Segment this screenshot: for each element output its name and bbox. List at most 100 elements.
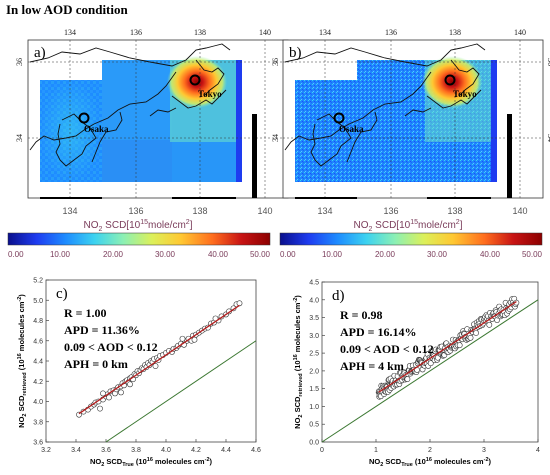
y-axis-label-part: 16: [293, 354, 299, 360]
y-tick-label: 3.0: [309, 333, 319, 340]
fit-line: [378, 301, 517, 393]
x-axis-label-part: SCD: [383, 457, 402, 466]
x-tick-label: 4: [536, 447, 540, 454]
x-tick-label: 3.2: [41, 447, 51, 454]
y-axis-label-part: NO: [293, 417, 302, 428]
x-axis-label-part: SCD: [104, 457, 123, 466]
colorbar-tick-50: 50.00: [250, 250, 271, 259]
y-axis-label-part: SCD: [293, 396, 302, 415]
y-tick-label: 2.5: [309, 351, 319, 358]
city-label-osaka: Osaka: [339, 124, 364, 134]
top-tick-138: 138: [449, 28, 461, 37]
stat-label: R = 1.00: [64, 306, 107, 320]
colorbar-tick-30: 30.00: [427, 250, 448, 259]
y-tick-label: 3.5: [309, 315, 319, 322]
y-axis-label-part: 2: [298, 415, 304, 418]
x-axis-label-part: (10: [134, 457, 147, 466]
right-tick-36: 36: [546, 58, 550, 66]
fit-line: [78, 304, 240, 415]
left-tick-36: 36: [271, 58, 280, 66]
y-tick-label: 5.2: [33, 278, 43, 285]
x-tick-label: 0: [320, 447, 324, 454]
x-axis-label-part: -2: [484, 457, 489, 463]
data-point: [486, 321, 493, 328]
y-axis-label-part: (10: [293, 360, 302, 373]
y-axis-label-part: molecules cm: [293, 302, 302, 354]
y-axis-label-part: NO: [17, 416, 26, 427]
city-label-tokyo: Tokyo: [453, 89, 477, 99]
one-to-one-line: [321, 299, 539, 443]
colorbar-title-b: NO2 SCD[1015mole/cm2]: [354, 219, 463, 233]
y-axis-label: NO2 SCDretrieved (1016 molecules cm-2): [293, 295, 304, 429]
data-point: [106, 394, 112, 401]
map-panel-b: 134 136 138 140 36 34 36 34 Tokyo Osaka …: [271, 28, 550, 259]
y-tick-label: 4.2: [33, 379, 43, 386]
data-point: [427, 360, 434, 367]
x-axis-label-part: -2: [205, 457, 210, 463]
y-tick-label: 0.5: [309, 422, 319, 429]
data-point: [404, 376, 411, 383]
tokyo-marker: [189, 74, 201, 86]
data-point: [179, 335, 186, 342]
bottom-tick-140: 140: [257, 206, 272, 216]
panel-label-b: b): [289, 45, 302, 61]
scatter-plot-c: 3.2 3.4 3.6 3.8 4.0 4.2 4.4 4.6 3.6 3.8 4.0 4.2 4.4 4…: [17, 278, 261, 469]
data-point: [236, 300, 243, 307]
top-tick-134: 134: [319, 28, 331, 37]
stat-label: 0.09 < AOD < 0.12: [340, 342, 434, 356]
y-axis-label-part: ): [17, 294, 26, 297]
bottom-tick-138: 138: [447, 206, 462, 216]
data-point: [467, 334, 474, 341]
x-axis-label: NO2 SCDTrue (1016 molecules cm-2): [369, 457, 492, 468]
osaka-marker: [78, 112, 90, 124]
y-axis-label-part: (10: [17, 359, 26, 372]
x-tick-label: 1: [374, 447, 378, 454]
colorbar-a: [7, 232, 271, 246]
x-tick-label: 4.2: [191, 447, 201, 454]
y-axis-label-part: retrieved: [22, 372, 28, 395]
x-axis-label-part: molecules cm: [153, 457, 205, 466]
tokyo-marker: [444, 74, 456, 86]
x-axis-label-part: molecules cm: [432, 457, 484, 466]
colorbar-tick-20: 20.00: [375, 250, 396, 259]
x-axis-label-part: (10: [413, 457, 426, 466]
x-axis-label-part: True: [401, 462, 413, 468]
y-axis-label-part: -2: [17, 297, 23, 302]
top-tick-138: 138: [194, 28, 206, 37]
bottom-tick-140: 140: [512, 206, 527, 216]
y-axis-label-part: molecules cm: [17, 301, 26, 353]
y-axis-label-part: 16: [17, 353, 23, 359]
x-axis-label: NO2 SCDTrue (1016 molecules cm-2): [90, 457, 213, 468]
stat-label: APD = 11.36%: [64, 323, 140, 337]
colorbar-tick-0: 0.00: [280, 250, 296, 259]
top-tick-140: 140: [514, 28, 526, 37]
y-axis-label-part: SCD: [17, 395, 26, 414]
x-axis-label-part: 16: [426, 457, 432, 463]
y-tick-label: 1.0: [309, 404, 319, 411]
stat-label: APH = 4 km: [340, 359, 404, 373]
colorbar-tick-10: 10.00: [50, 250, 71, 259]
y-tick-label: 4.0: [309, 297, 319, 304]
x-axis-label-part: True: [122, 462, 134, 468]
x-tick-label: 4.0: [161, 447, 171, 454]
y-tick-label: 0.0: [309, 440, 319, 447]
stat-label: APH = 0 km: [64, 357, 128, 371]
y-axis-label-part: 2: [22, 414, 28, 417]
tokyo-hotspot: [422, 56, 482, 108]
y-tick-label: 4.8: [33, 318, 43, 325]
y-tick-label: 2.0: [309, 368, 319, 375]
data-point: [118, 389, 124, 396]
top-tick-134: 134: [64, 28, 76, 37]
city-label-osaka: Osaka: [84, 124, 109, 134]
map-panel-a: 134 136 138 140 36 34 36 34 Tokyo Osaka …: [7, 28, 301, 259]
grid-center-west: [357, 60, 427, 182]
y-tick-label: 4.5: [309, 280, 319, 287]
x-axis-label-part: ): [489, 457, 492, 466]
data-point: [127, 381, 133, 388]
bottom-tick-136: 136: [383, 206, 398, 216]
y-axis-label-part: ): [293, 295, 302, 298]
one-to-one-line: [105, 340, 257, 443]
top-tick-140: 140: [259, 28, 271, 37]
y-tick-label: 4.6: [33, 338, 43, 345]
